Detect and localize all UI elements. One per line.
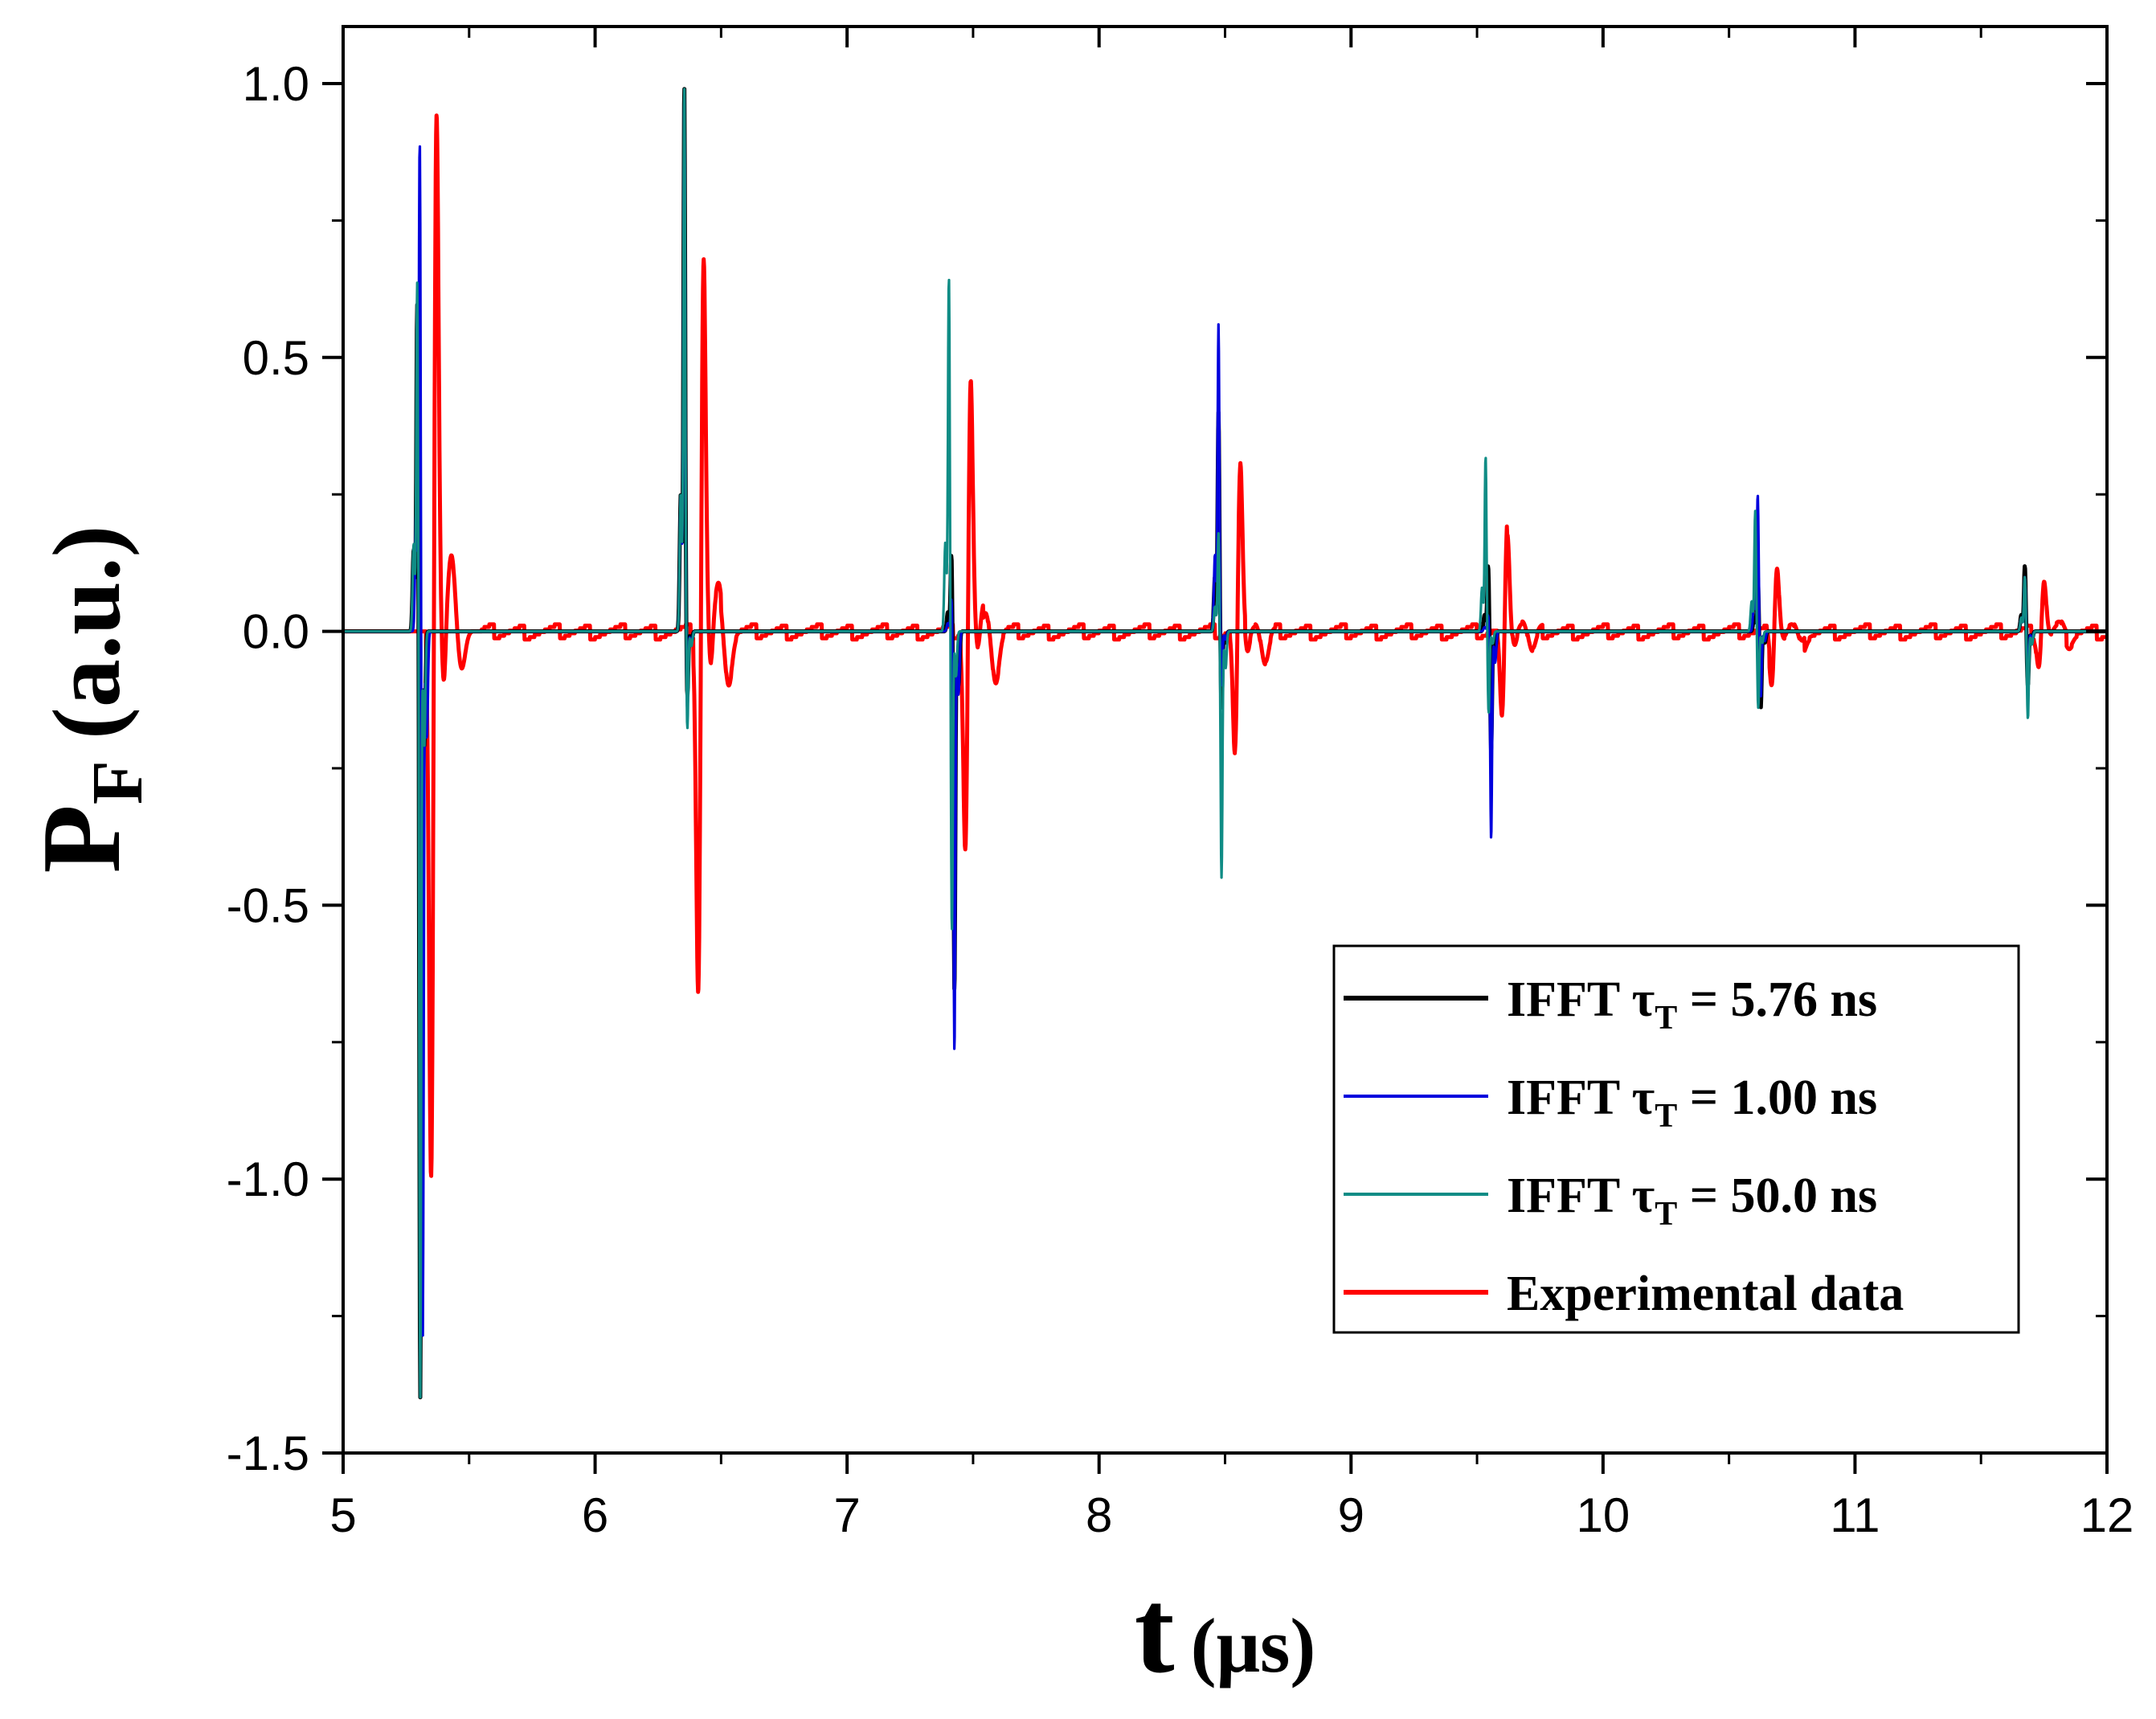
series-layer — [342, 87, 2109, 1400]
legend-label-main: IFFT τ — [1507, 972, 1655, 1027]
axes-layer — [322, 25, 2109, 1474]
x-tick-label: 5 — [329, 1488, 356, 1542]
x-tick-label: 6 — [582, 1488, 608, 1542]
x-tick-label: 9 — [1338, 1488, 1364, 1542]
y-axis-title-subscript: F — [78, 760, 158, 804]
y-tick-label: -1.5 — [227, 1426, 309, 1480]
legend-label: Experimental data — [1507, 1267, 1904, 1321]
legend-label-subscript: T — [1655, 1098, 1677, 1135]
legend-label-suffix: = 50.0 ns — [1677, 1169, 1877, 1223]
legend-box — [1332, 944, 2020, 1334]
y-tick-label: -0.5 — [227, 878, 309, 932]
legend-label-suffix: = 1.00 ns — [1677, 1070, 1877, 1125]
x-tick-label: 8 — [1086, 1488, 1112, 1542]
x-tick-label: 12 — [2080, 1488, 2134, 1542]
legend-label-subscript: T — [1655, 1196, 1677, 1233]
y-tick-label: 0.0 — [243, 605, 309, 659]
legend-label: IFFT τT = 1.00 ns — [1507, 1070, 1877, 1135]
legend-label-main: IFFT τ — [1507, 1169, 1655, 1223]
legend-label-main: IFFT τ — [1507, 1070, 1655, 1125]
y-axis-title-unit: (a.u.) — [33, 525, 140, 739]
legend-label-suffix: = 5.76 ns — [1677, 972, 1877, 1027]
y-axis-title: PF (a.u.) — [19, 525, 158, 873]
series-line-ifft-t-50-0-ns — [342, 88, 2108, 1399]
x-axis-title-unit: (μs) — [1191, 1602, 1316, 1688]
x-axis-title-main: t — [1135, 1565, 1175, 1698]
legend-label: IFFT τT = 5.76 ns — [1507, 972, 1877, 1037]
legend-label-main: Experimental data — [1507, 1267, 1904, 1321]
x-tick-label: 7 — [833, 1488, 860, 1542]
y-tick-label: 0.5 — [243, 331, 309, 385]
x-axis-title: t (μs) — [1135, 1565, 1316, 1698]
y-axis-title-main: P — [19, 804, 144, 874]
labels-layer: 5 6 7 8 9 10 11 12 -1.5 -1.0 -0.5 0.0 0.5 1.0 t (μs) PF (… — [19, 57, 2133, 1698]
y-tick-label: -1.0 — [227, 1152, 309, 1206]
legend-label-subscript: T — [1655, 1000, 1677, 1037]
x-tick-label: 10 — [1576, 1488, 1630, 1542]
x-tick-label: 11 — [1830, 1488, 1880, 1542]
legend-label: IFFT τT = 50.0 ns — [1507, 1169, 1877, 1233]
y-tick-label: 1.0 — [243, 57, 309, 111]
